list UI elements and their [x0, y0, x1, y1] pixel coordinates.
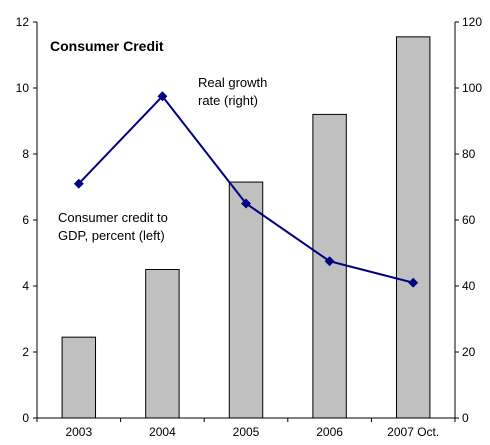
- line-series: [73, 91, 419, 288]
- line-annotation-line1: Real growth: [198, 75, 267, 90]
- x-tick-label: 2004: [149, 425, 176, 439]
- x-tick-label: 2007 Oct.: [387, 425, 439, 439]
- bar-annotation-line1: Consumer credit to: [58, 210, 168, 225]
- bar: [145, 269, 180, 419]
- left-tick-label: 8: [22, 147, 29, 161]
- chart-title: Consumer Credit: [50, 38, 164, 54]
- right-tick-label: 20: [462, 345, 476, 359]
- line-point: [157, 91, 168, 102]
- left-tick-label: 4: [22, 279, 29, 293]
- bar: [228, 181, 264, 419]
- bar-series: [61, 36, 431, 419]
- left-tick-label: 6: [22, 213, 29, 227]
- line-annotation-line2: rate (right): [198, 93, 258, 108]
- left-tick-label: 0: [22, 411, 29, 425]
- line-point: [408, 277, 419, 288]
- x-tick-label: 2005: [233, 425, 260, 439]
- left-tick-label: 2: [22, 345, 29, 359]
- x-tick-label: 2003: [65, 425, 92, 439]
- left-tick-label: 10: [16, 81, 30, 95]
- right-tick-label: 100: [462, 81, 482, 95]
- right-tick-label: 120: [462, 15, 482, 29]
- left-tick-label: 12: [16, 15, 30, 29]
- line-point: [241, 198, 251, 209]
- right-tick-label: 60: [462, 213, 476, 227]
- line-point: [324, 256, 335, 267]
- right-tick-label: 80: [462, 147, 476, 161]
- bar-annotation-line2: GDP, percent (left): [58, 228, 165, 243]
- line-point: [73, 178, 84, 189]
- right-tick-label: 40: [462, 279, 476, 293]
- bar: [61, 336, 97, 419]
- right-tick-label: 0: [462, 411, 469, 425]
- bar: [312, 113, 347, 419]
- bar: [395, 36, 431, 419]
- x-tick-label: 2006: [316, 425, 343, 439]
